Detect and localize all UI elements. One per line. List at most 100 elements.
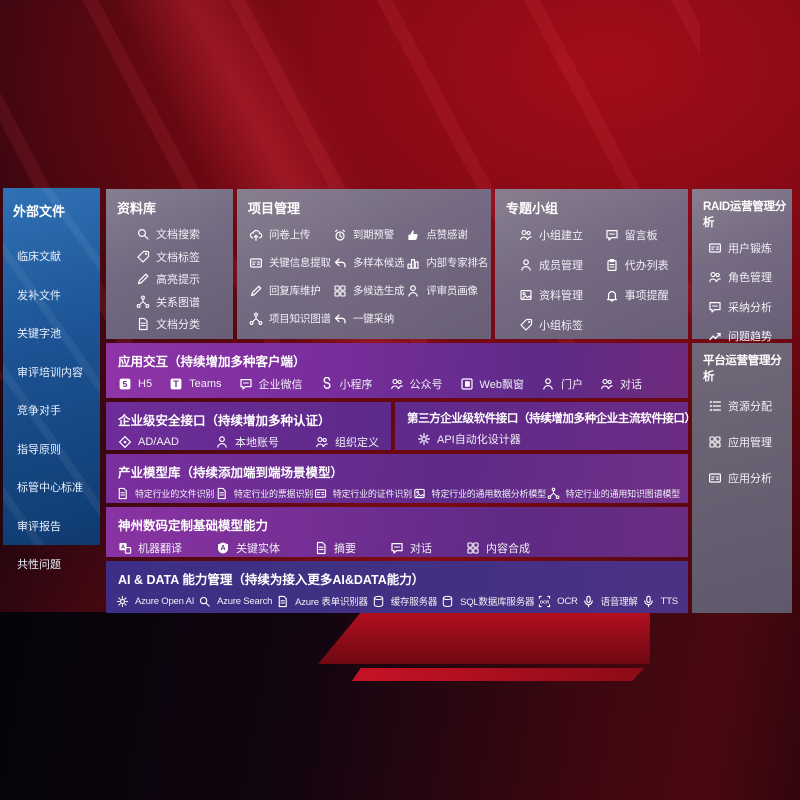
gear-icon <box>116 595 129 608</box>
feature-item: 点赞感谢 <box>406 227 488 242</box>
panel-title: 资料库 <box>117 201 157 216</box>
card-icon <box>314 487 327 500</box>
feature-label: 点赞感谢 <box>426 229 468 241</box>
feature-item: 关系图谱 <box>136 294 229 310</box>
feature-label: API自动化设计器 <box>437 434 521 446</box>
feature-item: 摘要 <box>314 540 356 556</box>
thirdparty-interface-list: API自动化设计器 <box>395 426 688 447</box>
feature-item: 关键实体 <box>216 540 280 556</box>
photo-icon <box>519 288 533 302</box>
feature-label: 事项提醒 <box>624 290 669 302</box>
feature-item: SQL数据库服务器 <box>441 594 534 608</box>
doc-icon <box>215 487 228 500</box>
search-icon <box>136 227 150 241</box>
base-models-list: 机器翻译 关键实体 摘要 对话 内容合成 <box>106 534 688 556</box>
security-interface-list: AD/AAD 本地账号 组织定义 <box>106 429 391 450</box>
feature-label: 特定行业的票据识别 <box>233 489 314 499</box>
base-models-band: 神州数码定制基础模型能力 机器翻译 关键实体 摘要 对话 内容合成 <box>106 507 688 557</box>
band-title: AI & DATA 能力管理（持续为接入更多AI&DATA能力） <box>118 573 425 587</box>
app-interaction-list: H5 Teams 企业微信 小程序 公众号 Web飘窗 门户 对话 <box>106 370 688 392</box>
people-icon <box>708 270 722 284</box>
feature-item: 角色管理 <box>708 269 792 285</box>
feature-item: 小组建立 <box>519 227 605 243</box>
feature-label: 高亮提示 <box>156 274 200 286</box>
feature-label: 一键采纳 <box>352 313 395 325</box>
background-red-bar <box>352 668 644 681</box>
feature-label: 应用管理 <box>728 437 772 449</box>
feature-label: 多样本候选 <box>352 257 405 269</box>
person-icon <box>541 377 555 391</box>
resource-library-list: 文档搜索 文档标签 高亮提示 关系图谱 文档分类 <box>106 217 233 332</box>
feature-label: 文档搜索 <box>156 229 200 241</box>
feature-label: 企业微信 <box>258 379 303 391</box>
search-icon <box>198 595 211 608</box>
bell-icon <box>605 288 619 302</box>
ocrx-icon <box>538 595 551 608</box>
feature-item: 评审员画像 <box>406 283 488 298</box>
feature-label: TTS <box>660 595 679 607</box>
feature-label: 应用分析 <box>728 473 772 485</box>
feature-label: 关键实体 <box>236 543 280 555</box>
feature-label: 竞争对手 <box>17 405 61 417</box>
feature-item: 特定行业的通用知识图谱模型 <box>547 487 680 500</box>
external-files-list: 临床文献 发补文件 关键字池 审评培训内容 竞争对手 指导原则 标管中心标准 审评报告 共性问题 <box>3 220 100 572</box>
trend-icon <box>708 329 722 343</box>
industry-models-list: 特定行业的文件识别 特定行业的票据识别 特定行业的证件识别 特定行业的通用数据分析模型… <box>106 481 688 500</box>
grid-icon <box>466 541 480 555</box>
five-icon <box>118 377 132 391</box>
clipboard-icon <box>605 258 619 272</box>
panel-title: RAID运营管理分析 <box>703 201 786 229</box>
topic-groups-panel: 专题小组 小组建立 留言板 成员管理 代办列表 资料管理 事项提醒 小组标签 <box>495 189 688 339</box>
feature-label: 到期预警 <box>352 229 395 241</box>
feature-label: 对话 <box>410 543 432 555</box>
feature-label: 资源分配 <box>728 401 772 413</box>
band-title: 应用交互（持续增加多种客户端） <box>118 355 306 369</box>
chat-icon <box>605 228 619 242</box>
people-icon <box>390 377 404 391</box>
graph-icon <box>249 312 263 326</box>
feature-label: Azure Search <box>217 595 273 607</box>
feature-item: H5 <box>118 377 152 391</box>
feature-label: 门户 <box>560 379 583 391</box>
arrowl-icon <box>333 312 347 326</box>
feature-item: 缓存服务器 <box>372 594 438 608</box>
feature-item: 资料管理 <box>519 287 605 303</box>
feature-label: 组织定义 <box>334 437 379 449</box>
feature-label: 代办列表 <box>624 260 669 272</box>
feature-label: 用户锻炼 <box>728 243 772 255</box>
platform-analytics-panel: 平台运营管理分析 资源分配 应用管理 应用分析 <box>692 343 792 613</box>
chat-icon <box>390 541 404 555</box>
feature-label: 回复库维护 <box>269 285 321 297</box>
list-icon <box>708 399 722 413</box>
feature-label: H5 <box>138 378 153 390</box>
feature-item: 发补文件 <box>17 287 100 303</box>
feature-item: 文档搜索 <box>136 226 229 242</box>
mic-icon <box>642 595 655 608</box>
project-management-panel: 项目管理 问卷上传 到期预警 点赞感谢 关键信息提取 多样本候选 内部专家排名 回复库维护 多… <box>237 189 491 339</box>
feature-label: 特定行业的证件识别 <box>332 489 412 499</box>
trans-icon <box>118 541 132 555</box>
feature-item: 组织定义 <box>315 434 379 450</box>
feature-item: 成员管理 <box>519 257 605 273</box>
feature-item: 多候选生成 <box>333 283 405 298</box>
db-icon <box>441 595 454 608</box>
feature-item: Azure Search <box>198 595 272 608</box>
feature-item: 应用分析 <box>708 470 792 486</box>
feature-label: 标管中心标准 <box>17 482 83 494</box>
feature-label: Teams <box>189 378 222 390</box>
feature-item: 项目知识图谱 <box>249 311 331 326</box>
feature-label: OCR <box>557 595 578 607</box>
feature-item: 特定行业的文件识别 <box>116 487 214 500</box>
people-icon <box>600 377 614 391</box>
feature-label: 审评报告 <box>17 520 61 533</box>
card-icon <box>249 256 263 270</box>
feature-item: 指导原则 <box>17 441 100 457</box>
feature-label: 多候选生成 <box>352 285 405 297</box>
feature-item: 本地账号 <box>215 434 279 450</box>
feature-label: 缓存服务器 <box>390 597 438 608</box>
feature-item: 门户 <box>541 376 583 392</box>
feature-item: 资源分配 <box>708 398 792 414</box>
feature-label: 特定行业的通用数据分析模型 <box>431 489 547 499</box>
feature-item: 对话 <box>600 376 642 392</box>
people-icon <box>315 435 329 449</box>
